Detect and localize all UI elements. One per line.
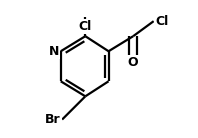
Text: Br: Br [45, 113, 61, 126]
Text: Cl: Cl [79, 20, 92, 33]
Text: O: O [128, 56, 138, 69]
Text: Cl: Cl [155, 15, 168, 28]
Text: N: N [49, 45, 59, 58]
